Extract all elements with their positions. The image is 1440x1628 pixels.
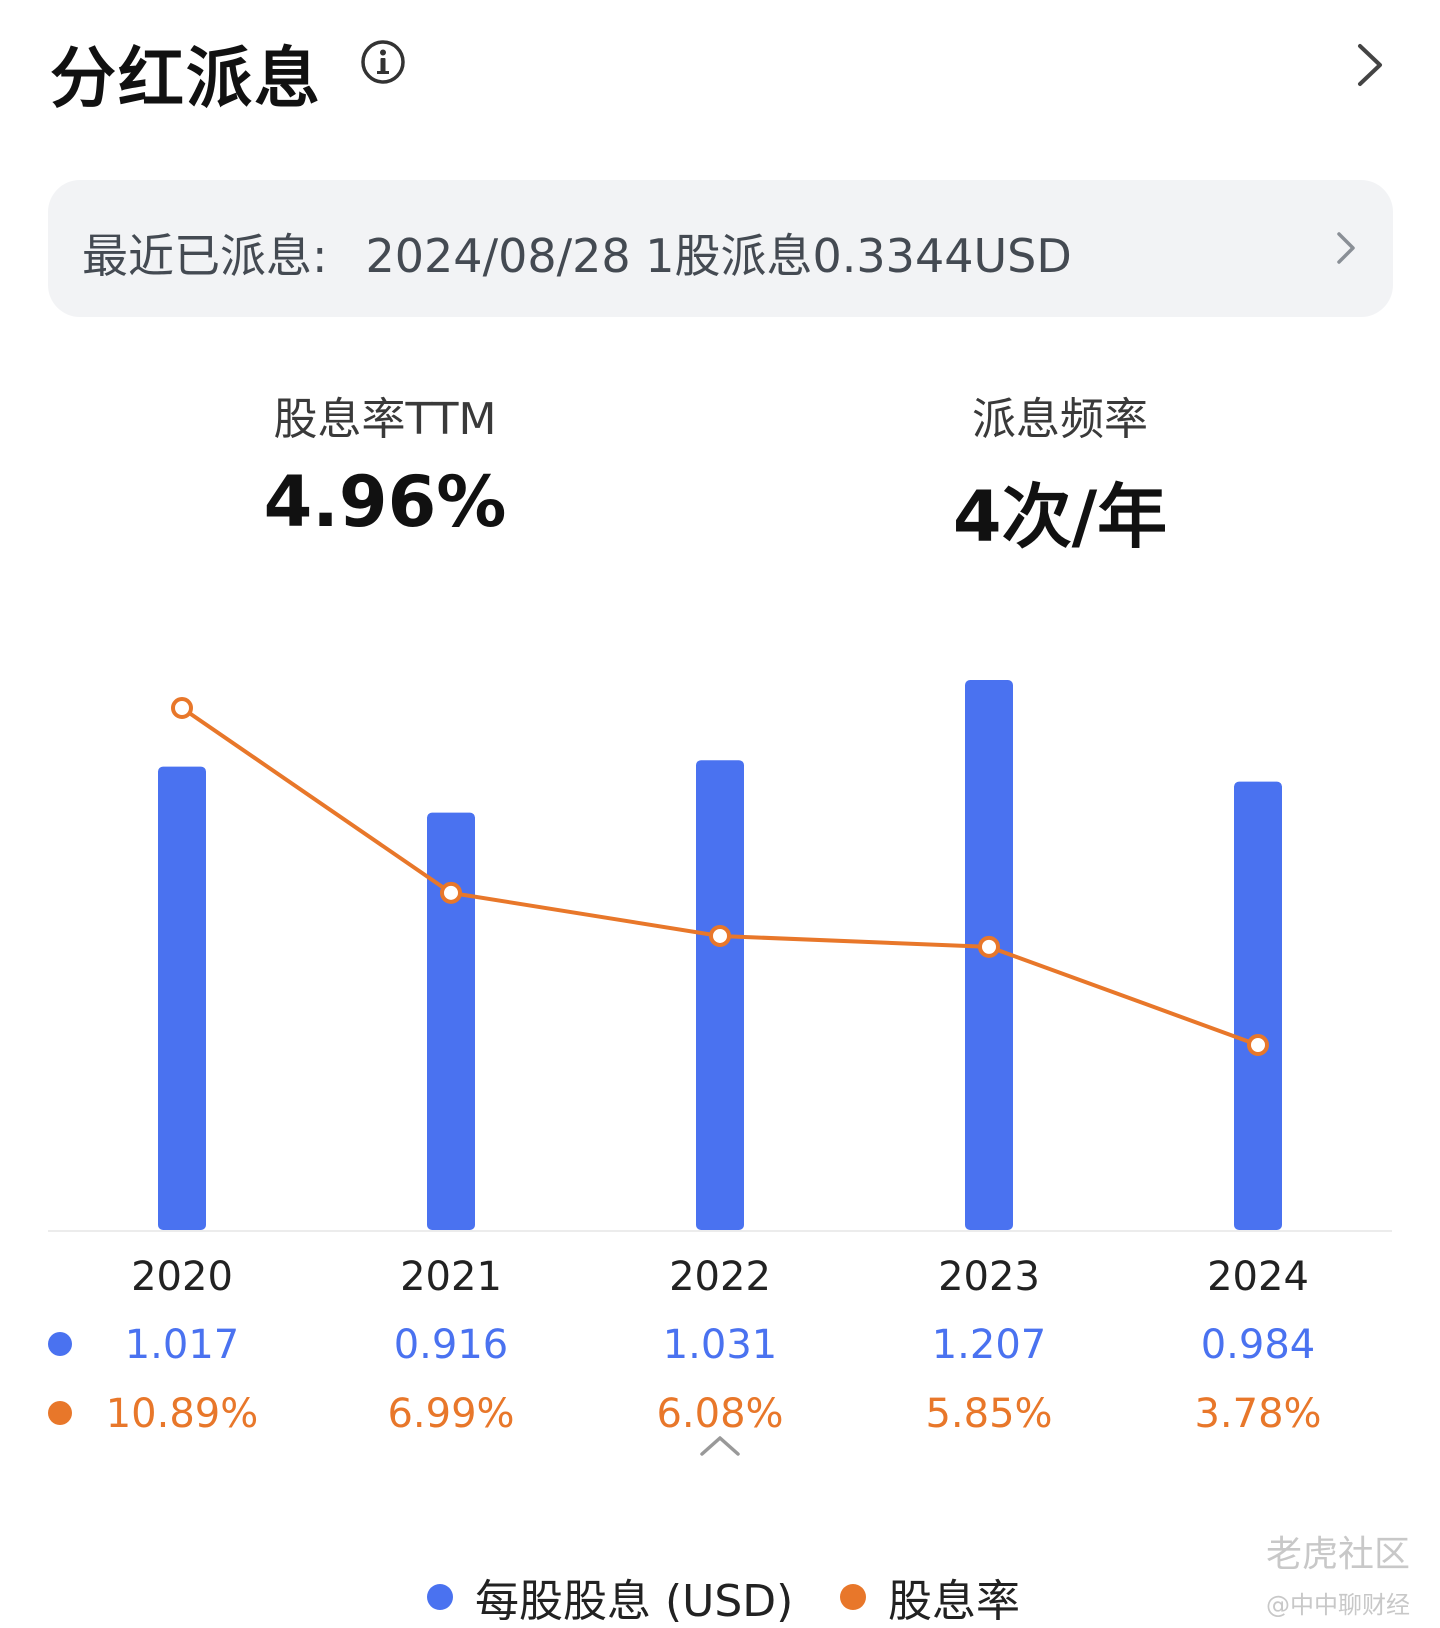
chart-legend: 每股股息 (USD) 股息率 — [0, 1565, 1440, 1628]
section-title: 分红派息 — [50, 40, 322, 117]
dps-value-2023: 1.207 — [932, 1322, 1047, 1368]
recent-dividend-label: 最近已派息: — [82, 229, 328, 283]
bar-2024 — [1234, 781, 1282, 1230]
dividend-yield-value: 4.96% — [263, 461, 507, 543]
chevron-right-icon — [1337, 232, 1355, 264]
dividend-frequency-value: 4次/年 — [952, 476, 1168, 558]
x-tick-label-2022: 2022 — [669, 1254, 771, 1300]
yield-value-2024: 3.78% — [1194, 1391, 1321, 1437]
yield-value-2021: 6.99% — [387, 1391, 514, 1437]
yield-point-2020 — [171, 697, 193, 719]
dps-value-2020: 1.017 — [125, 1322, 240, 1368]
yield-value-2020: 10.89% — [106, 1391, 259, 1437]
yield-point-2024 — [1247, 1034, 1269, 1056]
legend-dot-dps — [427, 1584, 453, 1610]
watermark-logo: 老虎社区 — [1265, 1534, 1410, 1575]
x-tick-label-2020: 2020 — [131, 1254, 233, 1300]
legend-label-dps: 每股股息 (USD) — [475, 1576, 794, 1627]
yield-point-2023 — [978, 935, 1000, 958]
yield-point-2021 — [440, 881, 462, 904]
watermark-author: @中中聊财经 — [1266, 1591, 1410, 1619]
chevron-right-icon[interactable] — [1350, 42, 1390, 88]
yield-value-2022: 6.08% — [656, 1391, 783, 1437]
bar-2020 — [158, 766, 206, 1230]
row-dot-dps — [48, 1332, 72, 1356]
dividend-frequency-stat: 派息频率 4次/年 — [850, 383, 1270, 562]
dividend-frequency-label: 派息频率 — [972, 394, 1148, 445]
info-icon[interactable] — [360, 39, 406, 85]
recent-dividend-bar[interactable]: 最近已派息: 2024/08/28 1股派息0.3344USD — [48, 180, 1393, 317]
bar-2022 — [696, 760, 744, 1230]
legend-dot-yield — [840, 1584, 866, 1610]
yield-point-2022 — [709, 924, 731, 947]
dps-value-2021: 0.916 — [394, 1322, 509, 1368]
legend-label-yield: 股息率 — [888, 1576, 1020, 1627]
recent-dividend-text: 最近已派息: 2024/08/28 1股派息0.3344USD — [82, 220, 1072, 286]
dps-value-2024: 0.984 — [1201, 1322, 1316, 1368]
legend-item-dps[interactable]: 每股股息 (USD) — [427, 1565, 793, 1628]
dividend-yield-stat: 股息率TTM 4.96% — [185, 383, 585, 543]
recent-dividend-value: 2024/08/28 1股派息0.3344USD — [365, 229, 1072, 283]
x-tick-label-2021: 2021 — [400, 1254, 502, 1300]
chevron-up-icon[interactable] — [700, 1436, 740, 1456]
dividend-chart: 2020 2021 2022 2023 2024 1.017 0.916 1.031 1.207… — [48, 680, 1392, 1456]
bar-2021 — [427, 812, 475, 1230]
dividend-yield-label: 股息率TTM — [273, 394, 497, 445]
row-dot-yield — [48, 1401, 72, 1425]
section-header[interactable]: 分红派息 — [50, 20, 1390, 117]
x-tick-label-2023: 2023 — [938, 1254, 1040, 1300]
yield-value-2023: 5.85% — [925, 1391, 1052, 1437]
x-tick-label-2024: 2024 — [1207, 1254, 1309, 1300]
legend-item-yield[interactable]: 股息率 — [840, 1565, 1020, 1628]
dps-value-2022: 1.031 — [663, 1322, 778, 1368]
